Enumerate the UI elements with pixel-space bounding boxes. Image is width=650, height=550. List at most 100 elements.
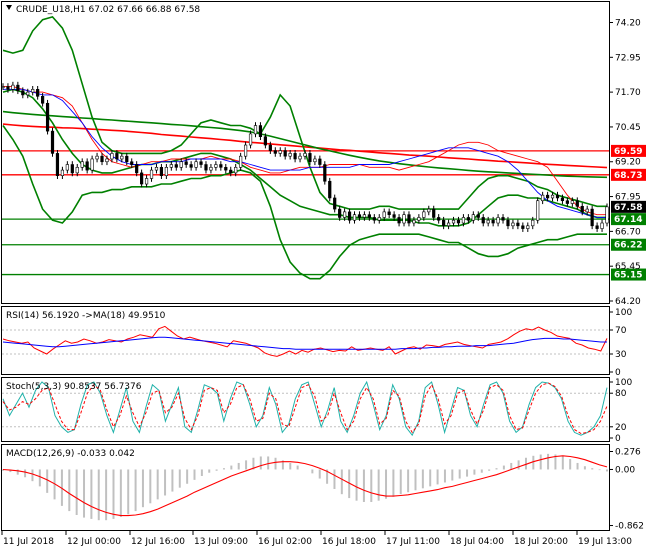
candle-body	[120, 155, 124, 160]
candle-body	[169, 164, 173, 168]
candle-body	[209, 167, 213, 171]
candle	[318, 155, 322, 168]
y-tick-label: 0	[615, 434, 621, 444]
candle-body	[308, 153, 312, 163]
candle-body	[229, 169, 233, 174]
candle-body	[21, 90, 25, 96]
candle-body	[234, 167, 238, 174]
candle	[95, 152, 99, 163]
candle-body	[135, 164, 139, 174]
y-tick-label: 65.45	[615, 262, 641, 272]
candle	[585, 205, 589, 216]
candle	[144, 175, 149, 188]
candle-body	[273, 150, 277, 154]
candle-body	[224, 167, 228, 171]
candle-body	[174, 164, 178, 168]
level-tag-label: 69.59	[614, 147, 642, 157]
candle	[590, 205, 594, 230]
candle-body	[432, 208, 436, 218]
candle	[253, 122, 258, 138]
candle	[526, 222, 530, 232]
candle	[605, 203, 609, 227]
candle-body	[100, 155, 104, 163]
candle-body	[536, 200, 540, 221]
y-tick-label: 66.70	[615, 227, 641, 237]
candle-body	[45, 102, 50, 132]
candle-body	[65, 164, 69, 171]
candle	[1, 83, 5, 90]
candle-body	[298, 155, 302, 160]
candle-body	[352, 214, 357, 221]
candle	[288, 150, 292, 160]
x-tick-label: 16 Jul 02:00	[258, 537, 312, 547]
candle	[169, 161, 173, 171]
candle	[194, 158, 198, 171]
candle	[402, 211, 406, 227]
candle	[204, 161, 208, 174]
current-price-tag	[611, 200, 646, 213]
candle-body	[199, 161, 203, 165]
candle	[26, 88, 30, 99]
candle	[362, 211, 367, 221]
level-tag-label: 67.14	[614, 215, 642, 225]
candle-body	[412, 219, 416, 224]
candle-body	[318, 158, 322, 165]
y-tick-label: -0.862	[615, 522, 644, 532]
y-tick-label: 100	[615, 308, 632, 318]
candle-body	[476, 214, 480, 218]
candle	[125, 152, 129, 166]
candle-body	[31, 89, 35, 93]
candle-body	[263, 136, 267, 146]
y-tick-label: 67.95	[615, 193, 641, 203]
candle-body	[204, 164, 208, 171]
candle	[382, 208, 386, 221]
candle-body	[442, 219, 446, 227]
candle	[516, 219, 520, 230]
candle	[21, 87, 25, 99]
candle-body	[511, 222, 515, 227]
candle	[496, 214, 500, 227]
candle-body	[565, 200, 569, 204]
y-tick-label: 64.20	[615, 297, 641, 307]
candle-body	[392, 214, 396, 218]
candle-body	[362, 214, 367, 218]
level-tag-label: 65.15	[614, 271, 642, 281]
candle	[234, 163, 238, 177]
candle	[50, 127, 55, 157]
candle	[446, 219, 451, 230]
candle-body	[446, 222, 451, 227]
candle	[298, 152, 302, 163]
rsi-title: RSI(14) 56.1920 ->MA(18) 49.9510	[6, 311, 166, 321]
y-tick-label: 100	[615, 378, 632, 388]
candle	[135, 161, 139, 177]
candle	[407, 211, 411, 227]
stoch-k-line	[2, 380, 608, 437]
candle-body	[545, 194, 550, 199]
price-overlay-line	[3, 88, 607, 218]
y-tick-label: 30	[615, 350, 627, 360]
price-overlay-line	[2, 123, 608, 169]
candle	[451, 216, 456, 227]
candle-body	[323, 164, 327, 182]
candle	[258, 122, 263, 141]
candle-body	[253, 125, 258, 135]
candle-body	[575, 200, 579, 207]
x-tick-label: 13 Jul 09:00	[194, 537, 248, 547]
candle	[248, 130, 253, 149]
candle	[303, 150, 307, 160]
macd-title: MACD(12,26,9) -0.033 0.042	[6, 449, 135, 459]
candle	[600, 219, 604, 232]
candle	[209, 163, 213, 174]
level-tag	[611, 268, 646, 281]
candle	[41, 92, 45, 107]
candle	[491, 216, 495, 227]
candle	[11, 81, 15, 93]
candle	[110, 150, 114, 163]
candle-body	[501, 217, 505, 221]
candle-body	[516, 222, 520, 227]
candle-body	[481, 217, 485, 224]
candle-body	[333, 197, 337, 210]
candle	[214, 161, 218, 171]
candle-body	[60, 169, 65, 176]
candle-body	[1, 86, 5, 88]
